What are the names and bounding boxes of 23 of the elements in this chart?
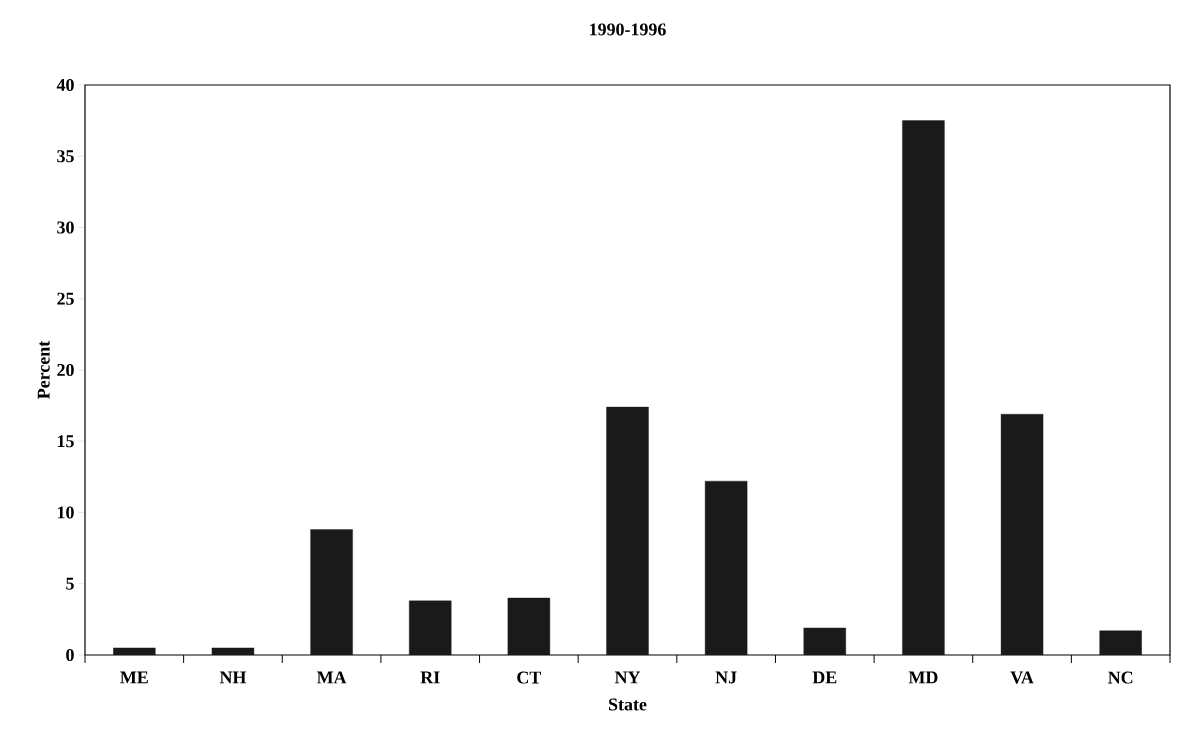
x-tick-label: NY (614, 671, 641, 684)
x-tick-label: CT (517, 671, 542, 684)
x-axis-title: State (609, 698, 647, 711)
x-tick-label: RI (420, 671, 440, 684)
y-tick-label: 25 (57, 292, 74, 305)
x-tick-label: MD (908, 671, 938, 684)
x-tick-label: MA (316, 671, 347, 684)
y-tick-label: 10 (57, 506, 74, 519)
x-tick-label: VA (1010, 671, 1034, 684)
y-tick-label: 20 (57, 363, 74, 377)
y-tick-label: 35 (57, 150, 74, 163)
y-tick-label: 15 (57, 435, 74, 448)
chart-title: 1990-1996 (590, 23, 666, 36)
x-tick-label: NC (1108, 671, 1133, 684)
y-tick-label: 5 (66, 577, 74, 590)
x-tick-label: NH (219, 671, 247, 684)
y-tick-label: 40 (56, 78, 74, 92)
x-tick-label: DE (812, 671, 837, 684)
y-axis-title: Percent (37, 340, 50, 399)
x-tick-label: ME (120, 671, 148, 684)
y-tick-label: 30 (57, 221, 74, 234)
y-tick-label: 0 (66, 648, 74, 662)
x-tick-label: NJ (715, 671, 737, 684)
